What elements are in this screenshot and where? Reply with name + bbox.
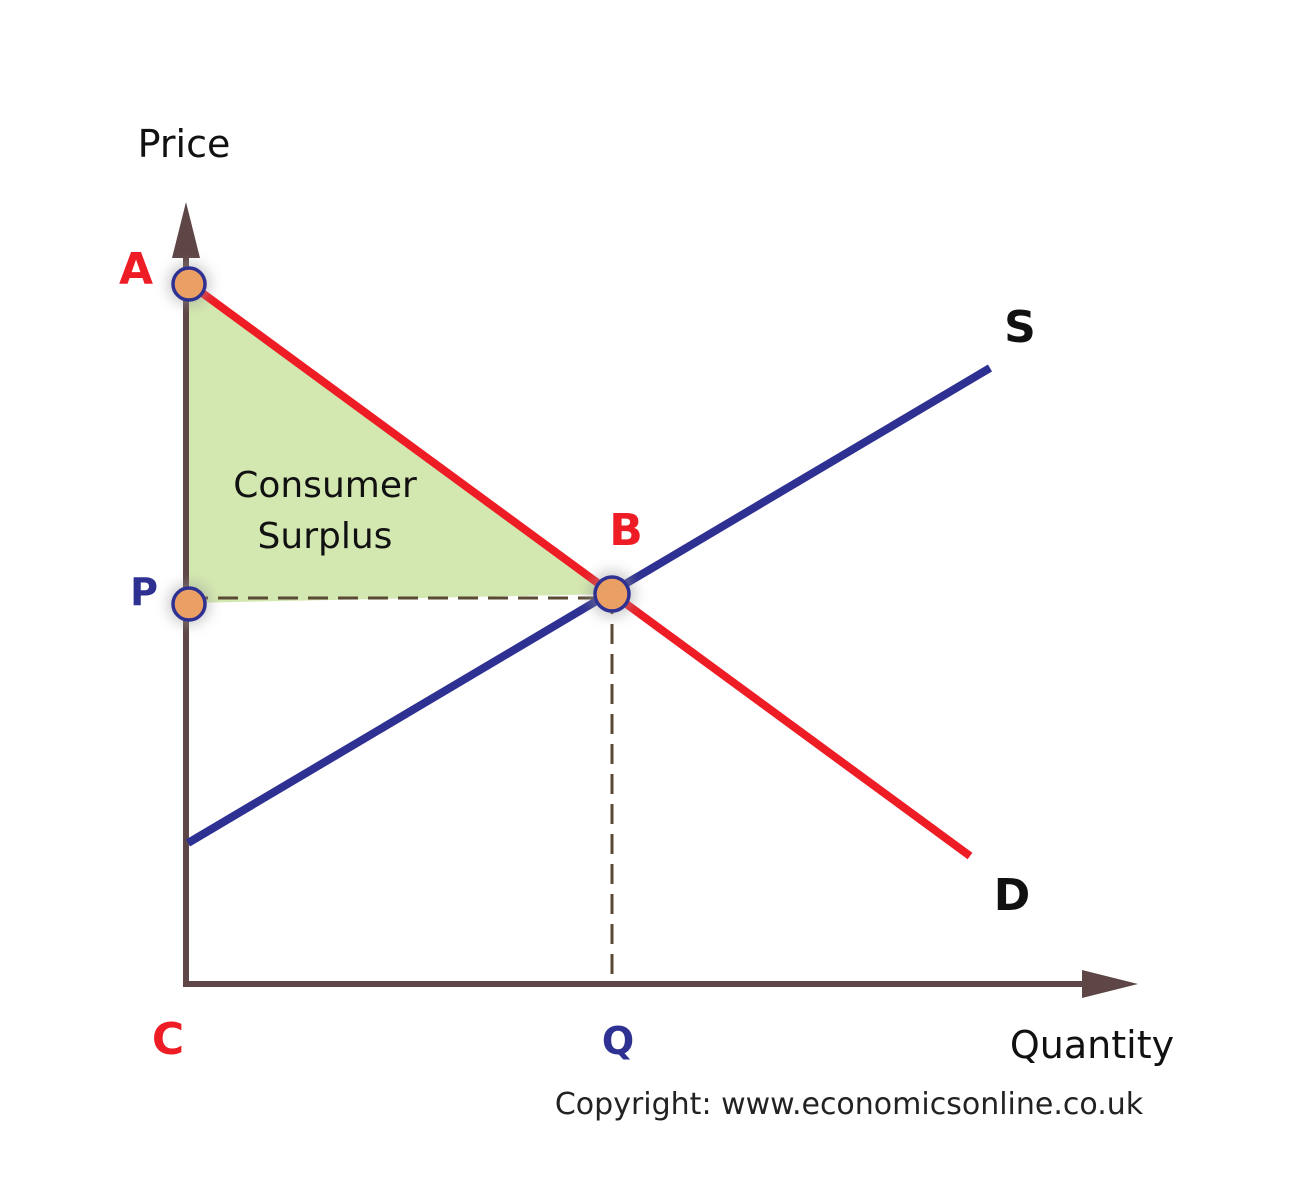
marker-a	[167, 262, 211, 306]
x-axis-label: Quantity	[1010, 1023, 1174, 1067]
demand-label: D	[994, 870, 1031, 921]
marker-b	[588, 570, 636, 618]
point-label-q: Q	[602, 1019, 634, 1063]
y-axis-label: Price	[138, 122, 231, 166]
x-axis-arrow	[1082, 970, 1138, 998]
point-label-a: A	[119, 244, 153, 295]
supply-label: S	[1004, 302, 1036, 353]
consumer-surplus-label-line1: Consumer	[233, 465, 417, 506]
point-label-b: B	[609, 505, 643, 556]
supply-curve	[185, 364, 993, 847]
consumer-surplus-label-line2: Surplus	[258, 516, 393, 557]
demand-curve	[187, 280, 973, 860]
marker-p	[167, 582, 211, 626]
copyright-text: Copyright: www.economicsonline.co.uk	[555, 1087, 1144, 1122]
y-axis-arrow	[172, 202, 200, 258]
point-label-p: P	[130, 570, 158, 614]
point-label-c: C	[152, 1014, 184, 1065]
